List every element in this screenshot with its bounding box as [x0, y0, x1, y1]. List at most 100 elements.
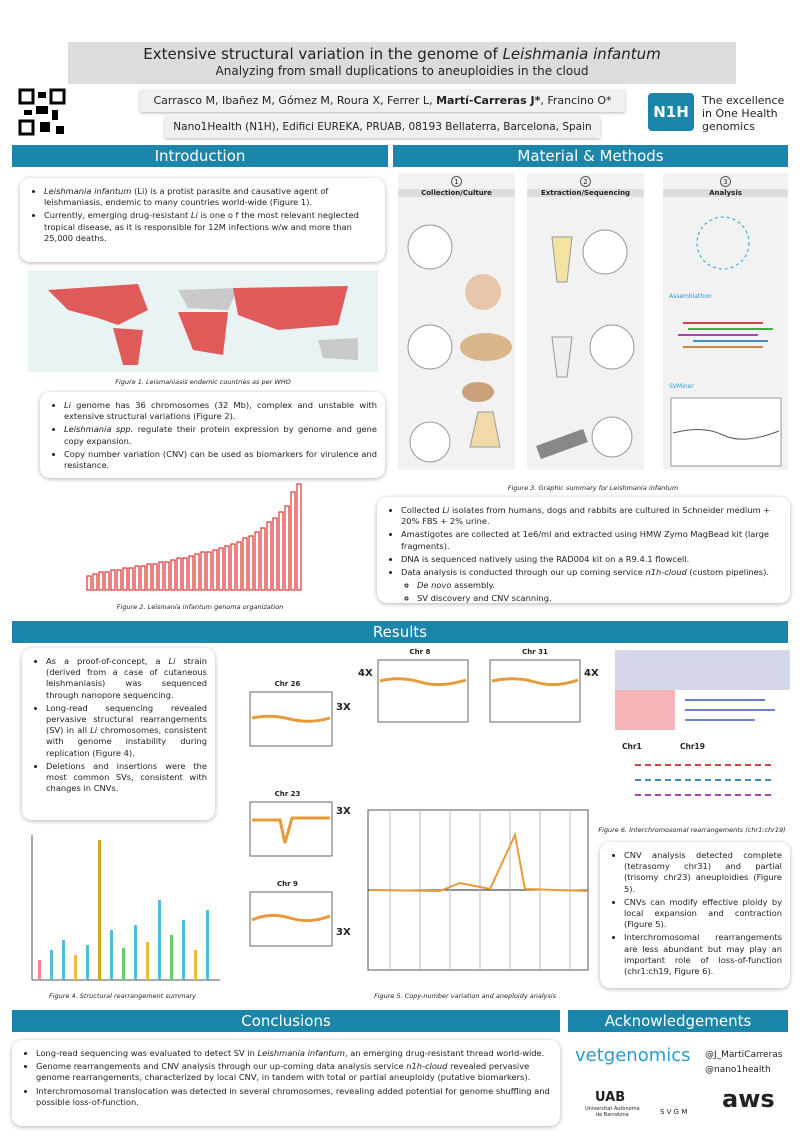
- qr-code: [18, 88, 66, 136]
- bullet: Currently, emerging drug-resistant Li is…: [44, 210, 377, 244]
- shape: [260, 527, 266, 591]
- shape: [318, 338, 358, 360]
- shape: [206, 551, 212, 591]
- shape: [251, 714, 331, 723]
- text: Martí-Carreras J*: [436, 94, 541, 107]
- bullet: Long-read sequencing revealed pervasive …: [46, 703, 207, 759]
- tool-label: SVMiner: [669, 383, 694, 390]
- shape: [128, 567, 134, 591]
- tagline: The excellence in One Health genomics: [702, 94, 784, 133]
- shape: [188, 555, 194, 591]
- text: DNA is sequenced natively using the RAD0…: [401, 553, 690, 564]
- text: SV discovery and CNV scanning.: [417, 593, 552, 604]
- intro-box: Li genome has 36 chromosomes (32 Mb), co…: [40, 392, 385, 478]
- ploidy-label: 3X: [336, 927, 351, 938]
- text: Li: [90, 725, 98, 736]
- shape: [469, 411, 501, 448]
- shape: [670, 397, 782, 467]
- cnv-overview: [367, 809, 589, 971]
- shape: [591, 416, 633, 458]
- shape: [40, 122, 50, 132]
- bullet: Deletions and insertions were the most c…: [46, 761, 207, 795]
- shape: [36, 106, 48, 114]
- shape: Li genome has 36 chromosomes (32 Mb), co…: [48, 400, 377, 471]
- text: de Barcelona: [595, 1112, 629, 1118]
- shape: [113, 328, 143, 365]
- bullet: Leishmania spp. regulate their protein e…: [64, 424, 377, 446]
- shape: [170, 935, 173, 980]
- shape: [230, 543, 236, 591]
- illustration: [407, 224, 512, 463]
- shape: [206, 910, 209, 980]
- text: Chr 26: [274, 680, 301, 688]
- shape: [134, 925, 137, 980]
- illustration: [536, 229, 635, 460]
- shape: [92, 573, 98, 591]
- shape: [377, 659, 469, 723]
- shape: [48, 284, 148, 325]
- text: Li: [442, 505, 450, 515]
- text: The excellence: [702, 94, 785, 107]
- bullet: Collected Li isolates from humans, dogs …: [401, 505, 782, 527]
- methods-box: Collected Li isolates from humans, dogs …: [377, 497, 790, 603]
- shape: [489, 659, 581, 723]
- shape: [296, 483, 302, 591]
- shape: [52, 110, 58, 120]
- shape: [170, 559, 176, 591]
- shape: [290, 491, 296, 591]
- shape: [98, 840, 101, 980]
- figure-caption: Figure 2. Leismania infantum genoma orga…: [40, 603, 360, 611]
- shape: [615, 650, 790, 690]
- shape: [38, 840, 209, 980]
- bullet: Long-read sequencing was evaluated to de…: [36, 1048, 552, 1059]
- text: (Li) is a protist parasite and causative…: [44, 186, 329, 208]
- figure-caption: Figure 1. Leismaniasis endemic countries…: [115, 378, 291, 386]
- shape: [278, 511, 284, 591]
- shape: [104, 571, 110, 591]
- shape: [98, 571, 104, 591]
- shape: [377, 659, 469, 723]
- text: Li: [190, 210, 198, 221]
- logo: N1H: [648, 93, 694, 131]
- section-heading: Introduction: [12, 145, 388, 167]
- results-box: CNV analysis detected complete (tetrasom…: [600, 842, 790, 988]
- cnv-panel: Chr 26: [240, 680, 335, 768]
- shape: [50, 950, 53, 980]
- shape: [134, 565, 140, 591]
- text: Deletions and insertions were the most c…: [46, 760, 207, 794]
- bullet: Genome rearrangements and CNV analysis t…: [36, 1061, 552, 1083]
- text: , an emerging drug-resistant thread worl…: [345, 1048, 545, 1058]
- cnv-panel: Chr 23: [240, 790, 335, 875]
- shape: [18, 119, 35, 136]
- method-panel: 3 Analysis Assemblathon SVMiner: [663, 173, 788, 470]
- figure-caption: Figure 3. Graphic summary for Leishmania…: [507, 484, 679, 492]
- shape: [122, 567, 128, 591]
- shape: [284, 505, 290, 591]
- bullet: De novo assembly.: [417, 580, 782, 591]
- shape: [212, 549, 218, 591]
- shape: [249, 691, 333, 747]
- shape: [194, 553, 200, 591]
- title: Extensive structural variation in the ge…: [68, 45, 736, 63]
- figure-label: Chr1: [622, 742, 642, 751]
- shape: [242, 537, 248, 591]
- world-map: [28, 270, 378, 372]
- shape: [379, 677, 467, 687]
- shape: Long-read sequencing was evaluated to de…: [20, 1048, 552, 1108]
- figure-caption: Figure 6. Interchromosomal rearrangement…: [598, 826, 786, 834]
- shape: [176, 557, 182, 591]
- text: Currently, emerging drug-resistant: [44, 210, 191, 221]
- title-banner: Extensive structural variation in the ge…: [68, 42, 736, 84]
- shape: De novo assembly. SV discovery and CNV sc…: [401, 580, 782, 604]
- shape: [252, 816, 330, 844]
- panel-title: Analysis: [663, 189, 788, 197]
- shape: [110, 569, 116, 591]
- twitter-handle: @J_MartiCarreras: [705, 1050, 783, 1060]
- uab-logo: UAB: [595, 1090, 626, 1105]
- section-heading: Results: [12, 621, 788, 643]
- shape: [491, 677, 579, 687]
- shape: [615, 690, 675, 730]
- panel-title: Collection/Culture: [398, 189, 515, 197]
- text: (custom pipelines).: [686, 566, 769, 577]
